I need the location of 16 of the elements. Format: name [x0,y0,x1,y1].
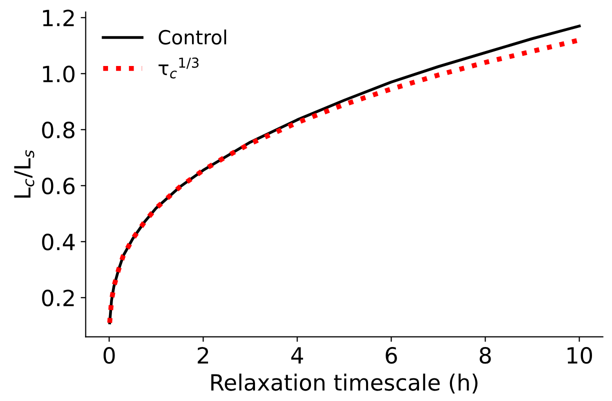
y-axis-title: L$_{c}$/L$_{s}$ [14,150,34,198]
x-tick-label: 4 [291,347,304,364]
x-tick-label: 0 [104,346,115,364]
legend-label: Control [158,30,226,45]
legend-label: τ$_{c}$$^{1/3}$ [158,58,199,78]
x-tick-label: 8 [480,346,491,364]
x-tick-label: 10 [568,346,592,364]
y-tick-label: 0.4 [42,234,75,250]
y-tick-label: 0.2 [42,290,74,306]
y-tick-label: 0.6 [42,178,75,194]
y-tick-label: 0.8 [42,122,74,138]
x-axis-title: Relaxation timescale (h) [211,374,478,394]
x-tick-label: 6 [386,346,397,364]
y-tick-label: 1.2 [43,10,74,26]
x-tick-label: 2 [198,346,208,364]
y-tick-label: 1.0 [43,66,74,82]
